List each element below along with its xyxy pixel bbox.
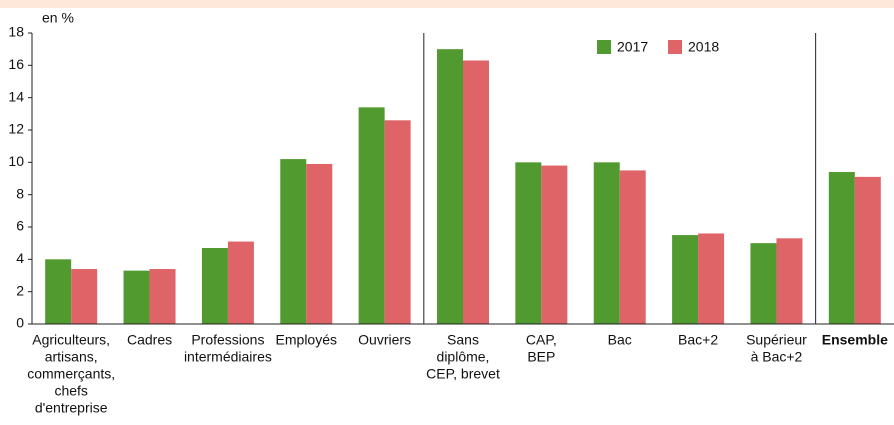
bar	[280, 159, 307, 324]
y-tick-label: 8	[16, 185, 24, 201]
bar	[201, 248, 228, 324]
x-tick-label: Bac+2	[678, 332, 718, 348]
y-tick-label: 4	[16, 250, 24, 266]
bar	[593, 162, 620, 324]
bar	[854, 176, 881, 324]
legend-swatch	[668, 40, 682, 54]
y-tick-label: 14	[8, 88, 24, 104]
bar	[45, 259, 72, 324]
legend-label: 2017	[617, 39, 648, 55]
x-tick-label: commerçants,	[27, 366, 115, 382]
bar	[227, 241, 254, 324]
x-tick-label: chefs	[54, 383, 87, 399]
bar	[776, 238, 803, 324]
y-tick-label: 10	[8, 153, 24, 169]
bar	[463, 60, 489, 324]
x-tick-label: CAP,	[526, 332, 557, 348]
bar	[437, 49, 463, 325]
x-tick-label: intermédiaires	[184, 349, 272, 365]
bar	[828, 172, 855, 324]
x-tick-label: Ensemble	[822, 332, 888, 348]
bar	[541, 165, 568, 324]
y-tick-label: 18	[8, 24, 24, 40]
bar	[149, 269, 176, 324]
bar	[619, 170, 646, 324]
x-tick-label: Professions	[191, 332, 264, 348]
y-axis-label: en %	[42, 10, 74, 26]
y-tick-label: 16	[8, 56, 24, 72]
x-tick-label: Sans	[447, 332, 479, 348]
y-tick-label: 2	[16, 282, 24, 298]
x-tick-label: Agriculteurs,	[32, 332, 110, 348]
x-tick-label: Cadres	[127, 332, 172, 348]
bar	[515, 162, 542, 324]
bar	[750, 243, 777, 324]
x-tick-label: artisans,	[45, 349, 98, 365]
x-tick-label: à Bac+2	[751, 349, 803, 365]
x-tick-label: d'entreprise	[35, 400, 108, 416]
bar	[71, 269, 98, 324]
y-tick-label: 6	[16, 218, 24, 234]
legend-label: 2018	[688, 39, 719, 55]
x-tick-label: Ouvriers	[358, 332, 411, 348]
bar	[306, 163, 333, 324]
x-tick-label: Bac	[608, 332, 632, 348]
legend-swatch	[597, 40, 611, 54]
bar	[672, 235, 699, 324]
y-tick-label: 0	[16, 315, 24, 331]
title-band	[0, 0, 894, 8]
x-tick-label: CEP, brevet	[426, 366, 500, 382]
x-tick-label: BEP	[527, 349, 555, 365]
bar	[123, 270, 150, 324]
bar	[698, 233, 725, 324]
bar	[384, 120, 411, 324]
y-tick-label: 12	[8, 121, 24, 137]
x-tick-label: diplôme,	[437, 349, 490, 365]
x-tick-label: Supérieur	[746, 332, 807, 348]
bar	[358, 107, 385, 324]
x-tick-label: Employés	[276, 332, 337, 348]
